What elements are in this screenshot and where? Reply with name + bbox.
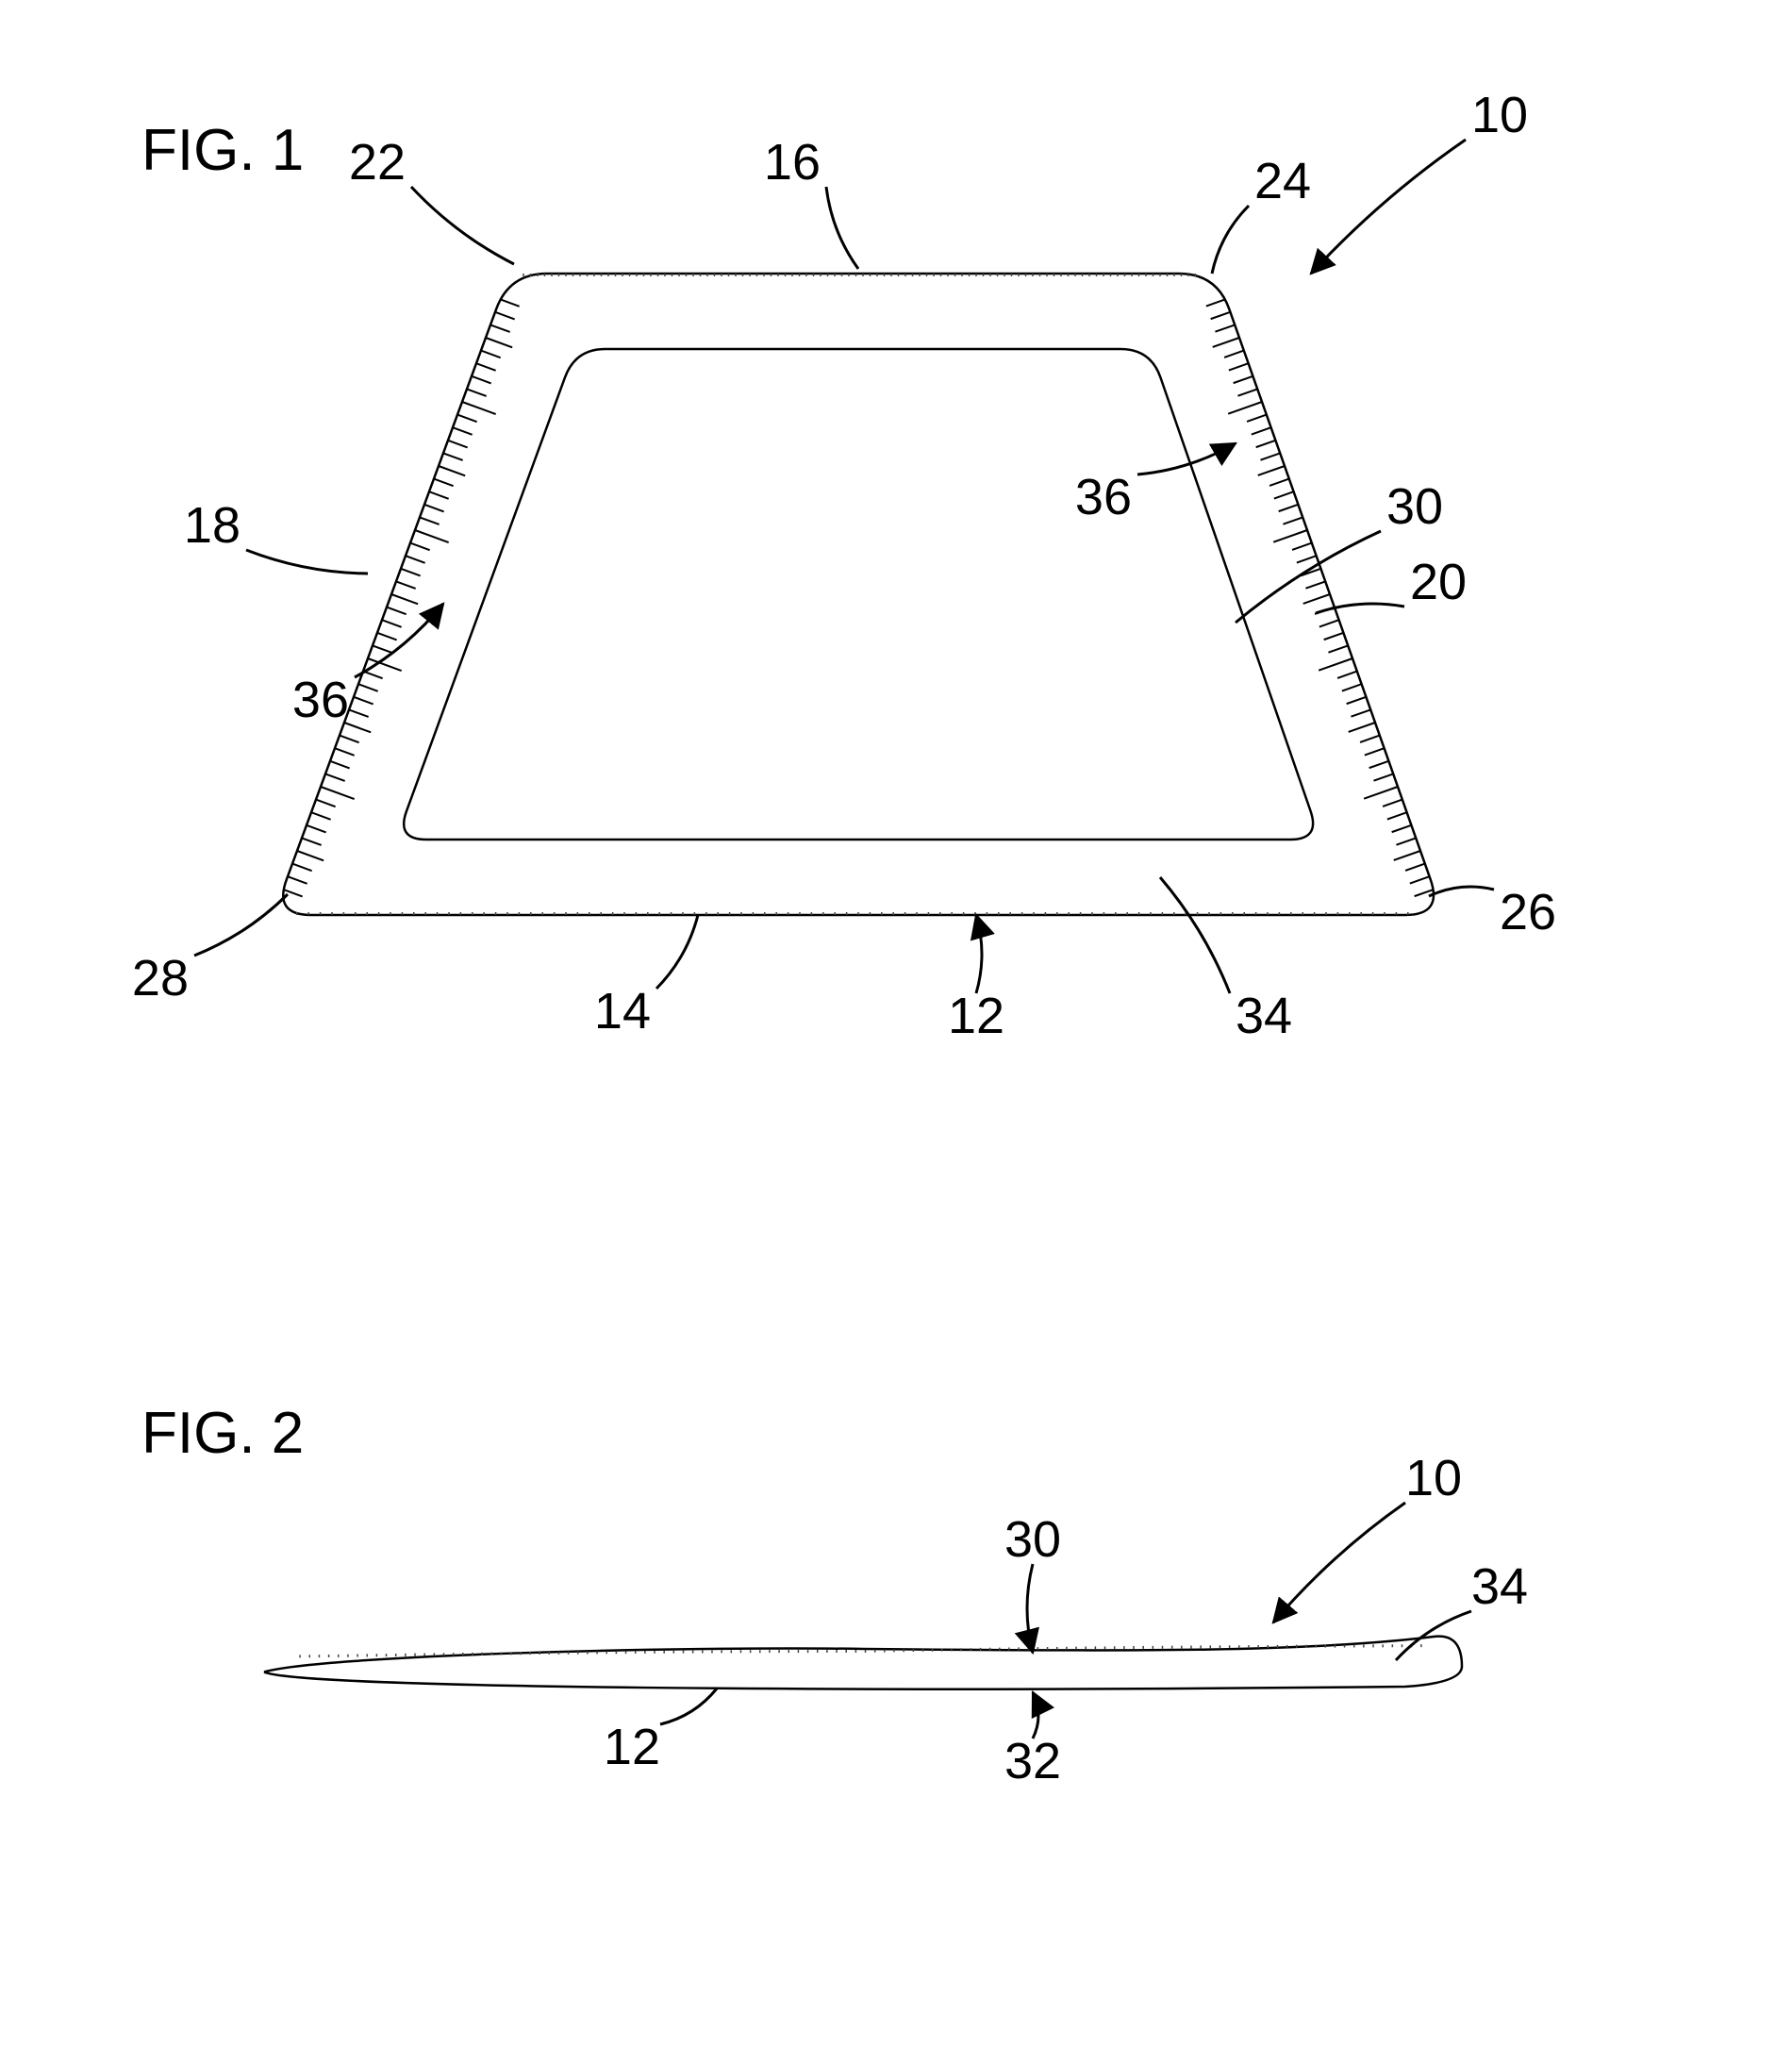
ref-34: 34 bbox=[1236, 988, 1292, 1044]
ref-34: 34 bbox=[1471, 1558, 1528, 1615]
ref-32: 32 bbox=[1004, 1733, 1061, 1789]
ref-26: 26 bbox=[1500, 884, 1556, 940]
ref-30: 30 bbox=[1004, 1511, 1061, 1568]
ref-36: 36 bbox=[1075, 469, 1132, 525]
ref-20: 20 bbox=[1410, 554, 1467, 610]
ref-14: 14 bbox=[594, 983, 651, 1040]
ref-12: 12 bbox=[948, 988, 1004, 1044]
fig2-side-profile bbox=[264, 1637, 1462, 1689]
ref-10: 10 bbox=[1471, 87, 1528, 143]
ref-12: 12 bbox=[604, 1719, 660, 1775]
ref-10: 10 bbox=[1405, 1450, 1462, 1506]
ref-30: 30 bbox=[1386, 478, 1443, 535]
fig1-inner-trapezoid bbox=[404, 349, 1313, 840]
fig1-title: FIG. 1 bbox=[141, 118, 304, 183]
fig1-outer-trapezoid bbox=[283, 274, 1434, 915]
ref-22: 22 bbox=[349, 134, 406, 191]
fig1-reference-numerals: 10 12 14 16 18 20 22 24 26 28 30 34 36 36 bbox=[132, 87, 1556, 1044]
fig2-title: FIG. 2 bbox=[141, 1401, 304, 1466]
fig2-reference-numerals: 10 12 30 32 34 bbox=[604, 1450, 1528, 1789]
ref-24: 24 bbox=[1254, 153, 1311, 209]
fig1-ruler-right bbox=[1206, 299, 1435, 896]
ref-36: 36 bbox=[292, 672, 349, 728]
ref-18: 18 bbox=[184, 497, 241, 554]
ref-16: 16 bbox=[764, 134, 821, 191]
ref-28: 28 bbox=[132, 950, 189, 1007]
